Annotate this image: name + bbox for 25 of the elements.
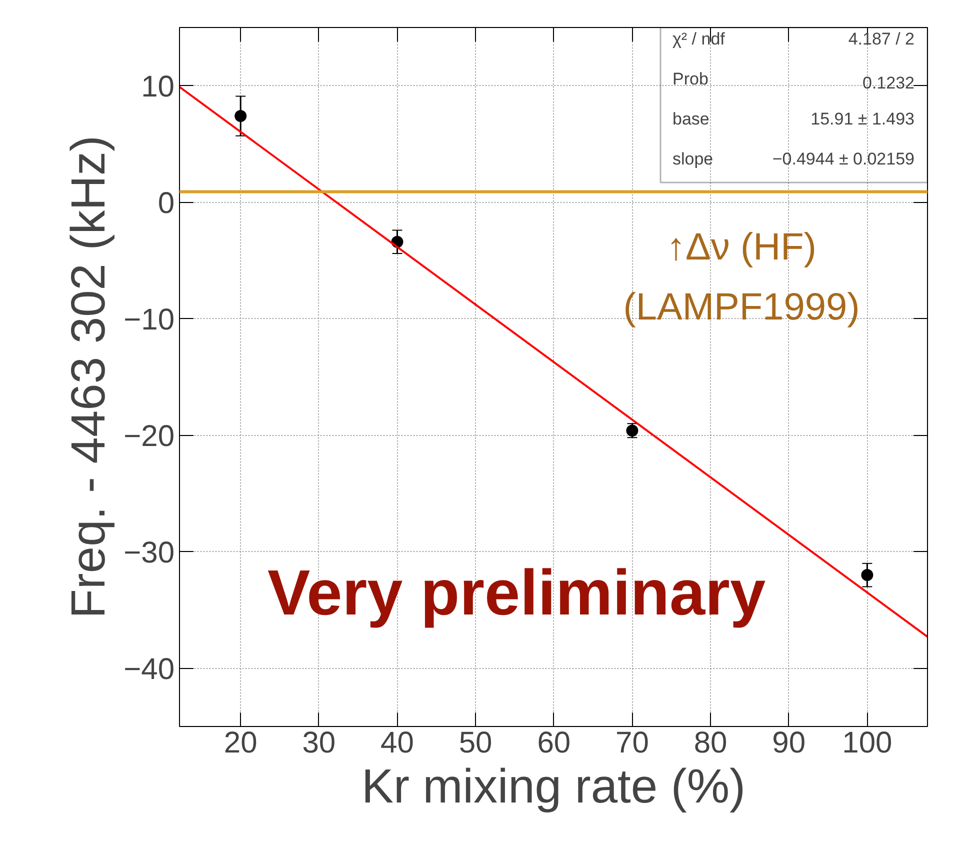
x-tick-label: 70	[616, 726, 649, 760]
x-tick-label: 90	[772, 726, 806, 760]
x-tick-label: 40	[380, 726, 414, 760]
x-tick-label: 30	[302, 726, 336, 760]
x-tick-label: 20	[224, 726, 258, 760]
text: χ² / ndf 4.187 / 2	[672, 30, 915, 48]
y-tick-label: −30	[124, 536, 174, 570]
annotation: Very preliminary	[267, 556, 766, 628]
text: Prob 0.1232	[672, 70, 915, 92]
point	[234, 110, 247, 122]
y-tick-label: −20	[124, 420, 174, 453]
y-tick-label: −40	[124, 652, 174, 686]
point	[861, 569, 874, 582]
y-tick-label: 0	[158, 186, 175, 220]
x-tick-label: 80	[694, 726, 728, 760]
y-axis-title: Freq. - 4463 302 (kHz)	[62, 136, 116, 618]
x-tick-label: 50	[458, 726, 492, 760]
text: base 15.91 ± 1.493	[672, 110, 914, 128]
text: slope −0.4944 ± 0.02159	[672, 150, 915, 168]
x-tick-label: 60	[537, 726, 571, 760]
y-tick-label: 10	[141, 70, 175, 104]
x-tick-label: 100	[842, 726, 892, 760]
ref-line-label: ↑Δν (HF) (LAMPF1999)	[623, 226, 860, 328]
x-axis-title: Kr mixing rate (%)	[361, 760, 746, 814]
y-tick-label: −10	[124, 303, 174, 336]
